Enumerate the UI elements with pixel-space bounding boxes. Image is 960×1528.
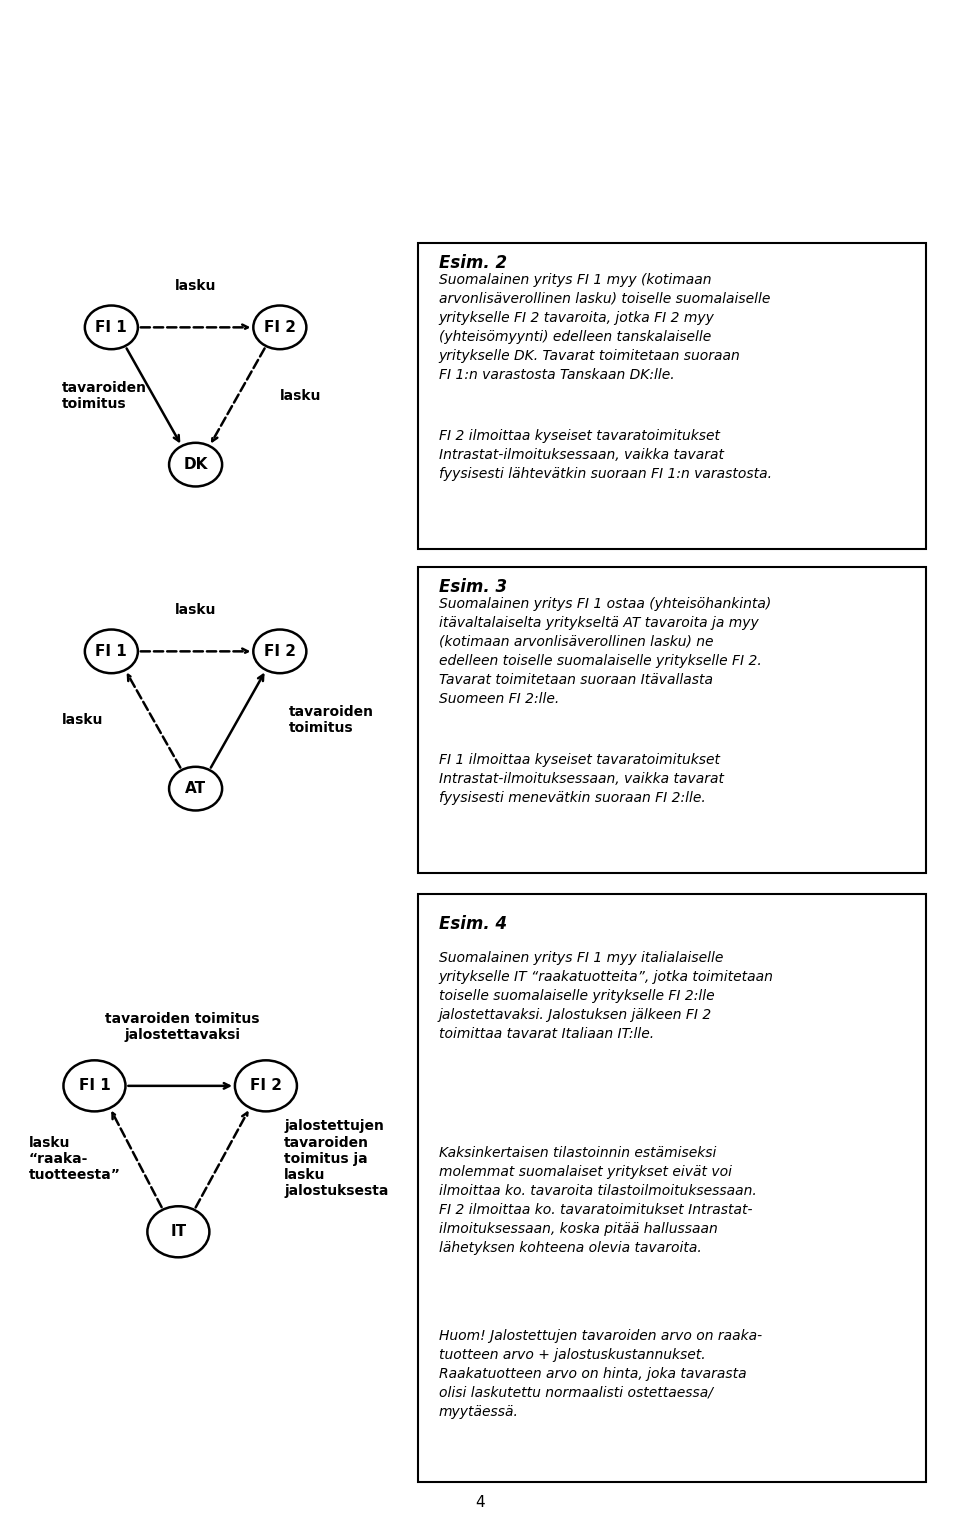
Text: DK: DK — [183, 457, 207, 472]
Text: lasku: lasku — [175, 280, 216, 293]
Text: Huom! Jalostettujen tavaroiden arvo on raaka-
tuotteen arvo + jalostuskustannuks: Huom! Jalostettujen tavaroiden arvo on r… — [439, 1329, 762, 1420]
Text: lasku: lasku — [61, 714, 103, 727]
Text: IT: IT — [170, 1224, 186, 1239]
Text: Esim. 4: Esim. 4 — [439, 915, 507, 934]
Text: tavaroiden
toimitus: tavaroiden toimitus — [289, 704, 374, 735]
Ellipse shape — [84, 306, 138, 350]
Text: lasku
“raaka-
tuotteesta”: lasku “raaka- tuotteesta” — [29, 1135, 121, 1183]
Text: FI 1: FI 1 — [79, 1079, 110, 1094]
Text: Esim. 3: Esim. 3 — [439, 578, 507, 596]
Text: Suomalainen yritys FI 1 ostaa (yhteisöhankinta)
itävaltalaiselta yritykseltä AT : Suomalainen yritys FI 1 ostaa (yhteisöha… — [439, 597, 771, 706]
Ellipse shape — [147, 1206, 209, 1258]
Text: FI 1: FI 1 — [95, 319, 128, 335]
Ellipse shape — [253, 630, 306, 674]
Text: AT: AT — [185, 781, 206, 796]
Text: FI 2: FI 2 — [250, 1079, 282, 1094]
Text: FI 1 ilmoittaa kyseiset tavaratoimitukset
Intrastat-ilmoituksessaan, vaikka tava: FI 1 ilmoittaa kyseiset tavaratoimitukse… — [439, 753, 724, 805]
FancyBboxPatch shape — [418, 243, 926, 549]
Ellipse shape — [253, 306, 306, 350]
Text: Suomalainen yritys FI 1 myy italialaiselle
yritykselle IT “raakatuotteita”, jotk: Suomalainen yritys FI 1 myy italialaisel… — [439, 950, 774, 1041]
Text: FI 2 ilmoittaa kyseiset tavaratoimitukset
Intrastat-ilmoituksessaan, vaikka tava: FI 2 ilmoittaa kyseiset tavaratoimitukse… — [439, 429, 772, 481]
Text: jalostettujen
tavaroiden
toimitus ja
lasku
jalostuksesta: jalostettujen tavaroiden toimitus ja las… — [284, 1120, 389, 1198]
Ellipse shape — [84, 630, 138, 674]
Text: 4: 4 — [475, 1494, 485, 1510]
Ellipse shape — [235, 1060, 297, 1111]
Ellipse shape — [63, 1060, 126, 1111]
Text: FI 1: FI 1 — [95, 643, 128, 659]
FancyBboxPatch shape — [418, 567, 926, 872]
Text: Esim. 2: Esim. 2 — [439, 254, 507, 272]
Text: lasku: lasku — [280, 390, 322, 403]
Text: tavaroiden toimitus
jalostettavaksi: tavaroiden toimitus jalostettavaksi — [105, 1012, 259, 1042]
Text: tavaroiden
toimitus: tavaroiden toimitus — [61, 380, 147, 411]
Text: FI 2: FI 2 — [264, 319, 296, 335]
FancyBboxPatch shape — [418, 894, 926, 1482]
Text: FI 2: FI 2 — [264, 643, 296, 659]
Ellipse shape — [169, 767, 222, 810]
Text: lasku: lasku — [175, 604, 216, 617]
Ellipse shape — [169, 443, 222, 486]
Text: Suomalainen yritys FI 1 myy (kotimaan
arvonlisäverollinen lasku) toiselle suomal: Suomalainen yritys FI 1 myy (kotimaan ar… — [439, 274, 770, 382]
Text: Kaksinkertaisen tilastoinnin estämiseksi
molemmat suomalaiset yritykset eivät vo: Kaksinkertaisen tilastoinnin estämiseksi… — [439, 1146, 756, 1254]
